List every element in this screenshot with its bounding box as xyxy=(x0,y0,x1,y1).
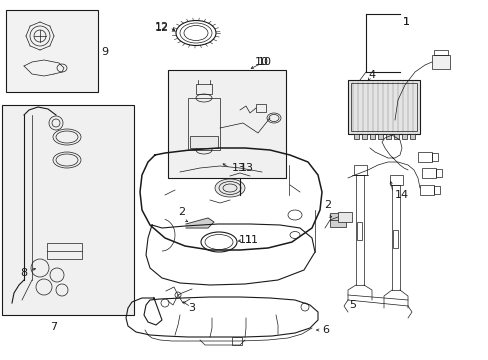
Text: 8: 8 xyxy=(20,268,27,278)
Text: 13: 13 xyxy=(231,163,245,173)
Bar xyxy=(168,70,285,178)
Text: 10: 10 xyxy=(254,57,268,67)
Bar xyxy=(256,104,265,112)
Text: 12: 12 xyxy=(155,22,169,32)
Bar xyxy=(409,134,414,139)
Bar xyxy=(47,243,82,259)
Ellipse shape xyxy=(215,179,244,197)
Bar xyxy=(431,153,437,161)
Bar xyxy=(337,212,351,222)
Text: 12: 12 xyxy=(155,23,169,33)
Polygon shape xyxy=(185,218,214,228)
Bar xyxy=(419,185,433,195)
Text: 6: 6 xyxy=(321,325,328,335)
Text: 1: 1 xyxy=(402,17,409,27)
Bar xyxy=(329,213,346,227)
Bar xyxy=(6,10,98,92)
Bar xyxy=(353,134,358,139)
Bar xyxy=(377,134,382,139)
Text: 11: 11 xyxy=(239,235,252,245)
Bar xyxy=(356,222,361,240)
Bar xyxy=(350,83,416,131)
Bar xyxy=(417,152,431,162)
Bar xyxy=(421,168,435,178)
Text: 7: 7 xyxy=(50,322,58,332)
Bar xyxy=(393,134,398,139)
Bar xyxy=(353,165,366,175)
Bar xyxy=(347,80,419,134)
Text: 10: 10 xyxy=(258,57,271,67)
Bar xyxy=(187,98,220,150)
Bar xyxy=(190,136,218,148)
Text: 5: 5 xyxy=(349,300,356,310)
Text: 13: 13 xyxy=(240,163,253,173)
Text: 11: 11 xyxy=(244,235,259,245)
Bar xyxy=(231,337,242,345)
Bar xyxy=(392,230,397,248)
Bar xyxy=(433,186,439,194)
Bar xyxy=(389,175,402,185)
Text: 2: 2 xyxy=(178,207,185,217)
Bar xyxy=(361,134,366,139)
Bar xyxy=(433,50,447,55)
Bar xyxy=(435,169,441,177)
Text: 3: 3 xyxy=(187,303,195,313)
Text: 2: 2 xyxy=(324,200,330,210)
Text: 14: 14 xyxy=(394,190,408,200)
Text: 9: 9 xyxy=(101,47,108,57)
Bar xyxy=(2,105,134,315)
Text: 1: 1 xyxy=(402,17,409,27)
Bar xyxy=(385,134,390,139)
Bar xyxy=(369,134,374,139)
Bar xyxy=(196,84,212,94)
Bar xyxy=(431,55,449,69)
Bar xyxy=(401,134,406,139)
Text: 4: 4 xyxy=(367,70,374,80)
